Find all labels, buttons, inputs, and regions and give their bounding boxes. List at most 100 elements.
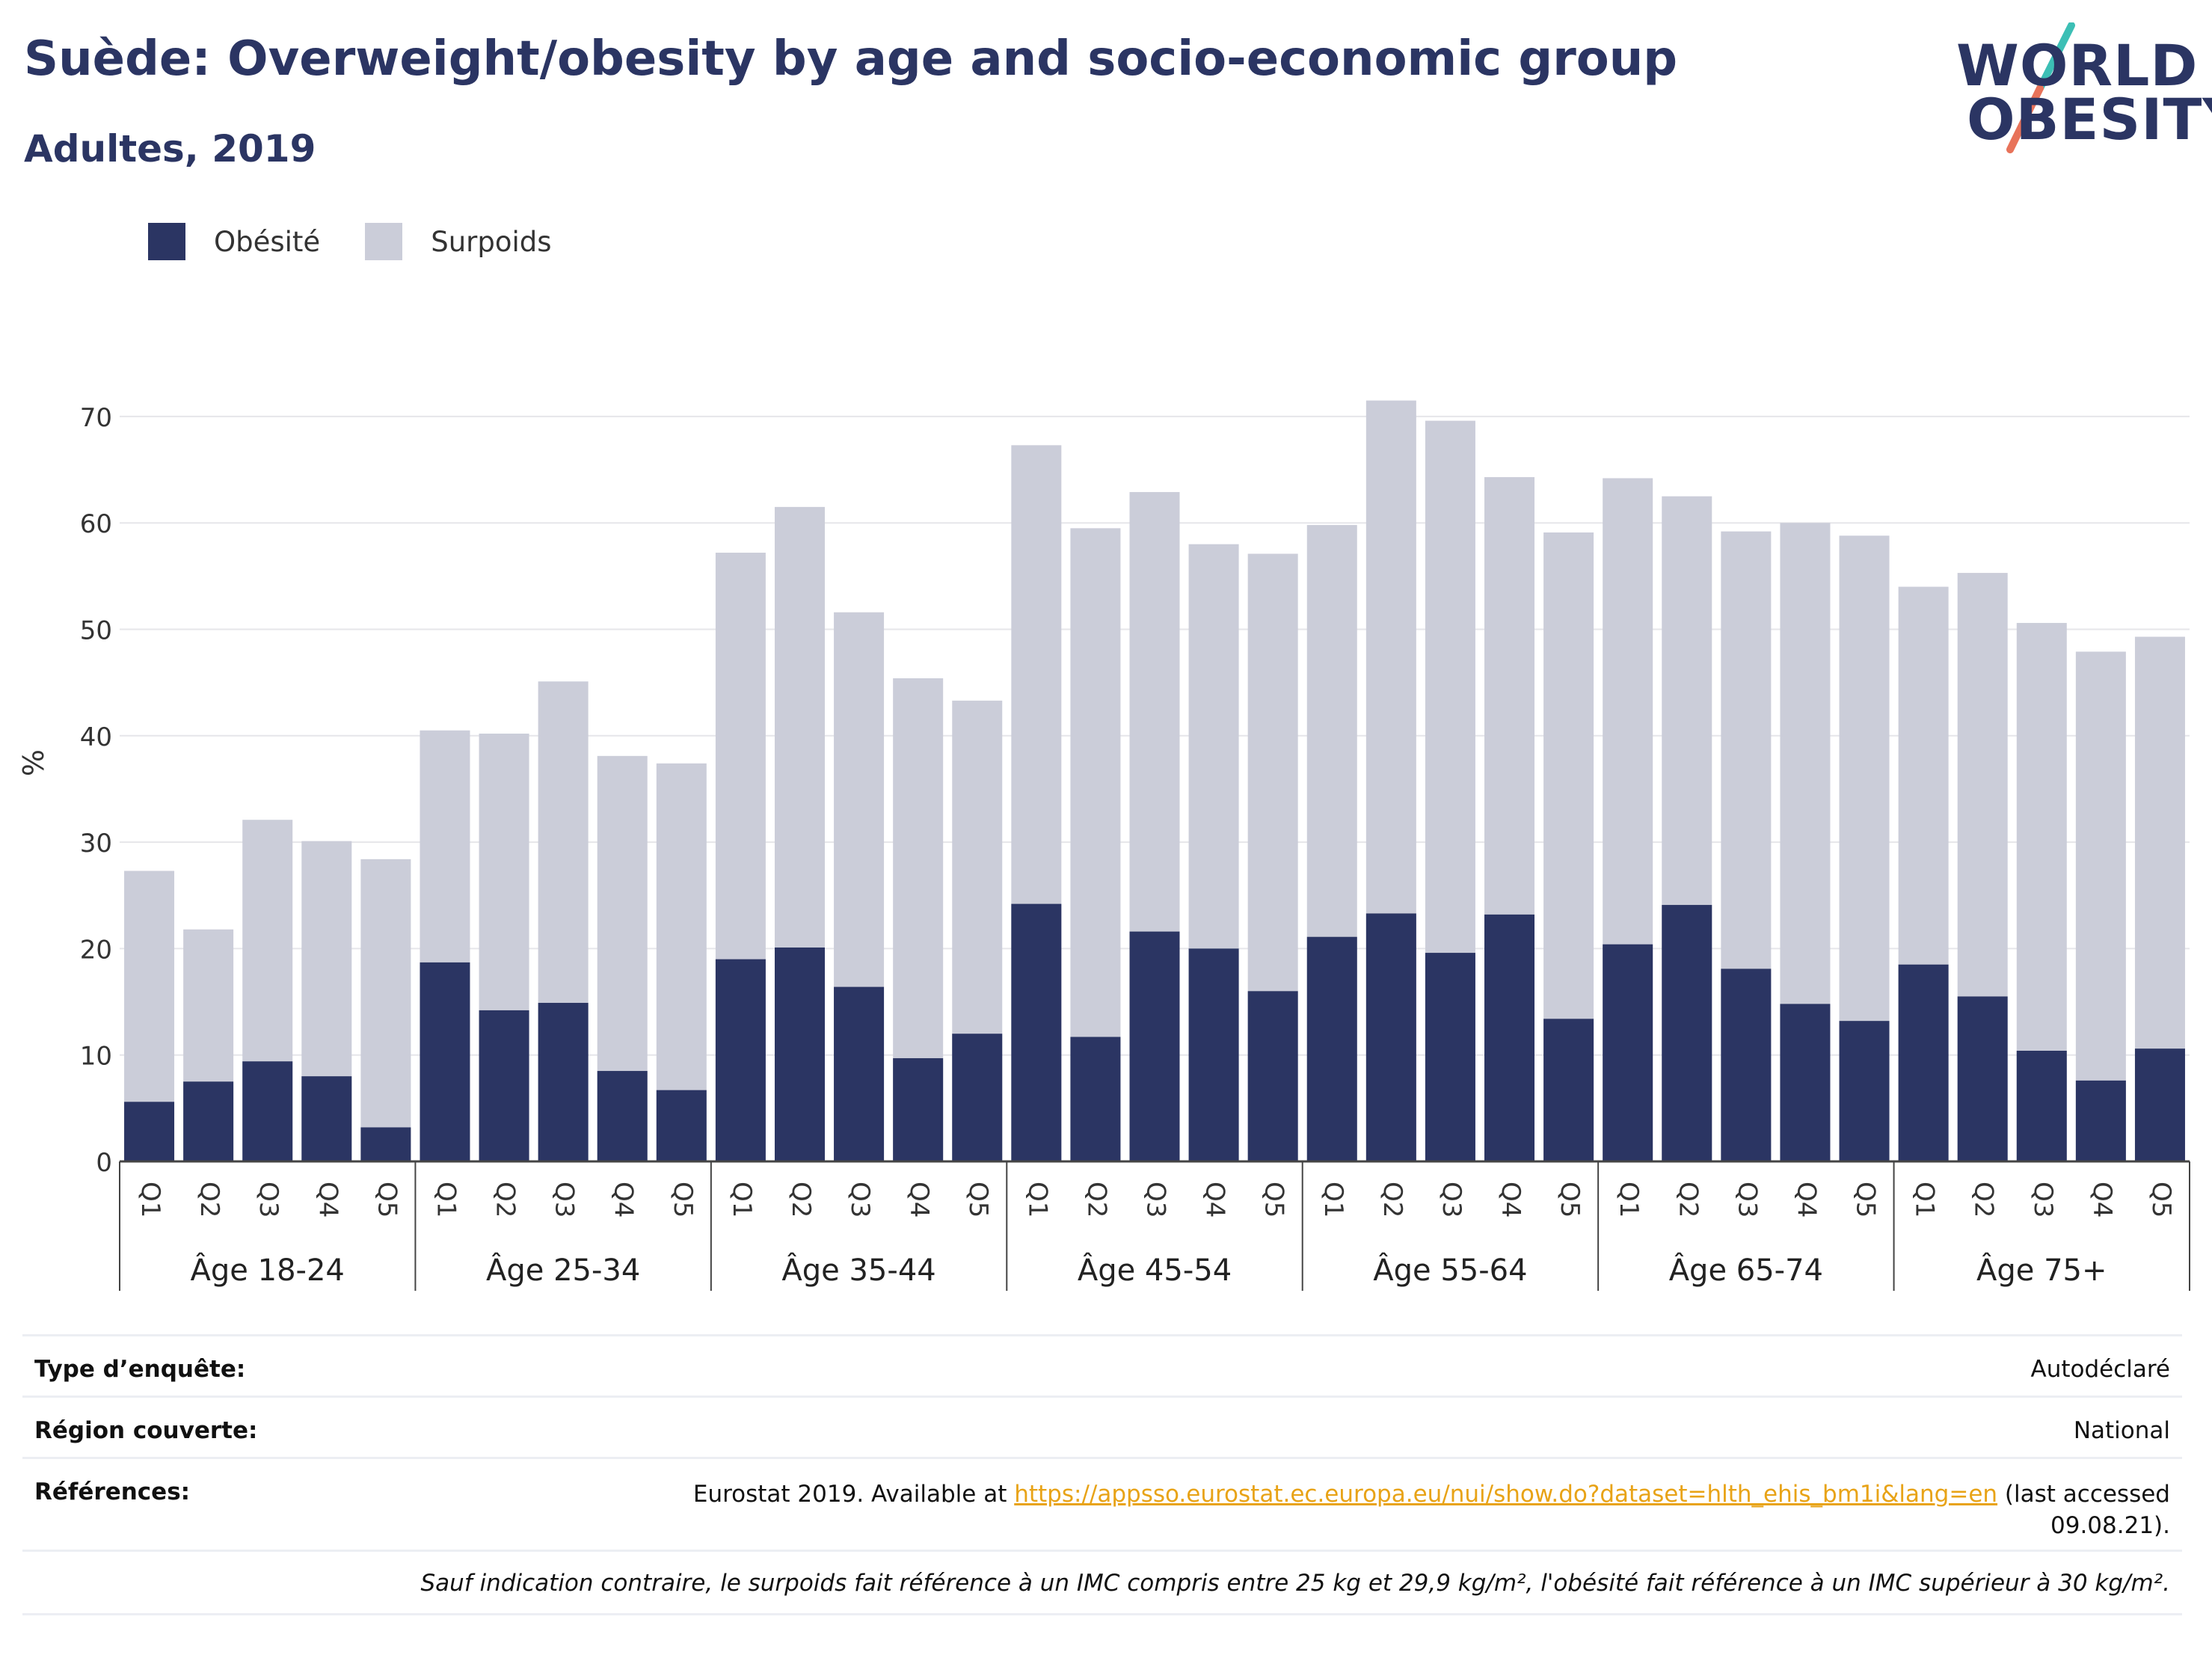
bar-obesity-5-q3 — [1425, 953, 1475, 1161]
chart-title: Suède: Overweight/obesity by age and soc… — [24, 31, 1678, 87]
bar-obesity-3-q1 — [715, 959, 766, 1161]
references-date: 09.08.21). — [2050, 1512, 2170, 1539]
bar-obesity-4-q2 — [1070, 1037, 1121, 1161]
bar-chart: 0 10 20 30 40 50 60 70% Q1 Q2 Q3 Q4 Q5 Âge 18-24 Q1 Q2 Q… — [17, 400, 2190, 1291]
bar-obesity-1-q2 — [183, 1081, 234, 1161]
group-label: Âge 45-54 — [1078, 1252, 1232, 1288]
group-label: Âge 25-34 — [486, 1252, 640, 1288]
y-tick-label-70: 70 — [80, 403, 112, 433]
definition-note: Sauf indication contraire, le surpoids f… — [420, 1570, 2170, 1597]
bar-obesity-2-q5 — [656, 1090, 707, 1161]
x-tick-label: Q5 — [2146, 1182, 2176, 1218]
bar-obesity-5-q4 — [1484, 914, 1535, 1161]
x-tick-label: Q4 — [1791, 1182, 1821, 1218]
bar-overweight-1-q5 — [360, 859, 411, 1161]
x-tick-label: Q4 — [609, 1182, 639, 1218]
group-label: Âge 65-74 — [1669, 1252, 1823, 1288]
bar-obesity-6-q3 — [1721, 968, 1772, 1161]
bar-obesity-4-q3 — [1129, 931, 1180, 1161]
group-label: Âge 35-44 — [781, 1252, 936, 1288]
x-tick-label: Q1 — [1910, 1182, 1940, 1218]
legend-swatch-overweight — [365, 223, 403, 260]
logo-slash-icon — [2006, 22, 2075, 153]
region-value: National — [2073, 1417, 2170, 1444]
group-label: Âge 55-64 — [1373, 1252, 1527, 1288]
bar-obesity-3-q4 — [893, 1057, 944, 1161]
x-tick-label: Q2 — [491, 1182, 520, 1218]
chart-subtitle: Adultes, 2019 — [24, 127, 316, 171]
references-prefix: Eurostat 2019. Available at — [692, 1481, 1015, 1508]
legend-label-obesity: Obésité — [214, 225, 321, 258]
survey-type-label: Type d’enquête: — [34, 1356, 246, 1383]
bar-obesity-3-q2 — [774, 947, 825, 1161]
y-tick-label-10: 10 — [80, 1042, 112, 1072]
x-tick-label: Q4 — [904, 1182, 934, 1218]
bar-obesity-1-q4 — [301, 1076, 352, 1161]
bar-obesity-6-q2 — [1662, 905, 1712, 1161]
bar-obesity-2-q1 — [420, 962, 470, 1161]
bar-obesity-7-q1 — [1898, 964, 1949, 1161]
bar-obesity-2-q2 — [479, 1010, 529, 1161]
y-axis-label: % — [17, 749, 50, 776]
y-tick-label-30: 30 — [80, 829, 112, 859]
x-tick-label: Q2 — [1673, 1182, 1703, 1218]
bar-obesity-5-q1 — [1306, 936, 1357, 1161]
x-tick-label: Q1 — [431, 1182, 461, 1218]
y-tick-label-0: 0 — [96, 1148, 112, 1178]
survey-type-value: Autodéclaré — [2030, 1356, 2170, 1383]
bar-obesity-1-q5 — [360, 1127, 411, 1161]
legend-item-obesity[interactable]: Obésité — [148, 223, 320, 260]
references-suffix: (last accessed — [1997, 1481, 2170, 1508]
x-tick-label: Q3 — [254, 1182, 283, 1218]
legend-item-overweight[interactable]: Surpoids — [365, 223, 552, 260]
references-label: Références: — [34, 1479, 191, 1505]
bar-obesity-7-q4 — [2075, 1080, 2126, 1161]
group-label: Âge 18-24 — [191, 1252, 345, 1288]
x-tick-label: Q5 — [963, 1182, 993, 1218]
x-tick-label: Q2 — [1081, 1182, 1111, 1218]
legend-label-overweight: Surpoids — [431, 225, 552, 258]
x-tick-label: Q5 — [1851, 1182, 1881, 1218]
bar-obesity-6-q1 — [1603, 944, 1653, 1161]
bar-obesity-4-q5 — [1247, 991, 1298, 1161]
y-tick-label-20: 20 — [80, 935, 112, 965]
x-tick-label: Q4 — [1200, 1182, 1230, 1218]
y-tick-label-40: 40 — [80, 722, 112, 752]
bar-obesity-7-q3 — [2016, 1051, 2067, 1161]
region-label: Région couverte: — [34, 1417, 258, 1444]
x-tick-label: Q2 — [194, 1182, 224, 1218]
x-tick-label: Q3 — [1141, 1182, 1171, 1218]
x-tick-label: Q4 — [1496, 1182, 1526, 1218]
x-tick-label: Q3 — [1437, 1182, 1466, 1218]
logo-text-obesity: OBESITY — [1967, 86, 2212, 153]
info-row-region: Région couverte: National — [22, 1395, 2182, 1459]
x-tick-label: Q2 — [1377, 1182, 1407, 1218]
bar-obesity-7-q5 — [2134, 1048, 2185, 1161]
y-tick-label-50: 50 — [80, 616, 112, 646]
group-label: Âge 75+ — [1976, 1252, 2107, 1288]
bar-obesity-3-q5 — [952, 1034, 1003, 1161]
info-row-note: Sauf indication contraire, le surpoids f… — [22, 1550, 2182, 1615]
bar-obesity-1-q1 — [124, 1102, 175, 1161]
bar-obesity-5-q2 — [1365, 913, 1416, 1161]
x-tick-label: Q2 — [1969, 1182, 1999, 1218]
bar-obesity-4-q1 — [1011, 903, 1062, 1161]
info-row-references: Références: Eurostat 2019. Available at … — [22, 1457, 2182, 1552]
x-tick-label: Q3 — [1732, 1182, 1762, 1218]
x-tick-label: Q1 — [727, 1182, 757, 1218]
x-tick-label: Q5 — [668, 1182, 698, 1218]
bar-overweight-7-q4 — [2075, 651, 2126, 1161]
logo-text-world: WORLD — [1956, 32, 2199, 99]
references-value: Eurostat 2019. Available at https://apps… — [693, 1479, 2170, 1541]
x-tick-label: Q1 — [1614, 1182, 1644, 1218]
x-tick-label: Q2 — [786, 1182, 816, 1218]
world-obesity-logo: WORLD OBESITY — [1944, 22, 2212, 165]
references-link[interactable]: https://appsso.eurostat.ec.europa.eu/nui… — [1014, 1481, 1998, 1508]
bar-obesity-1-q3 — [242, 1061, 293, 1161]
bar-obesity-2-q4 — [597, 1071, 648, 1161]
x-tick-label: Q5 — [1259, 1182, 1289, 1218]
chart-legend: Obésité Surpoids — [148, 223, 597, 260]
x-tick-label: Q3 — [845, 1182, 875, 1218]
x-tick-label: Q5 — [1555, 1182, 1585, 1218]
bar-obesity-4-q4 — [1188, 948, 1239, 1161]
